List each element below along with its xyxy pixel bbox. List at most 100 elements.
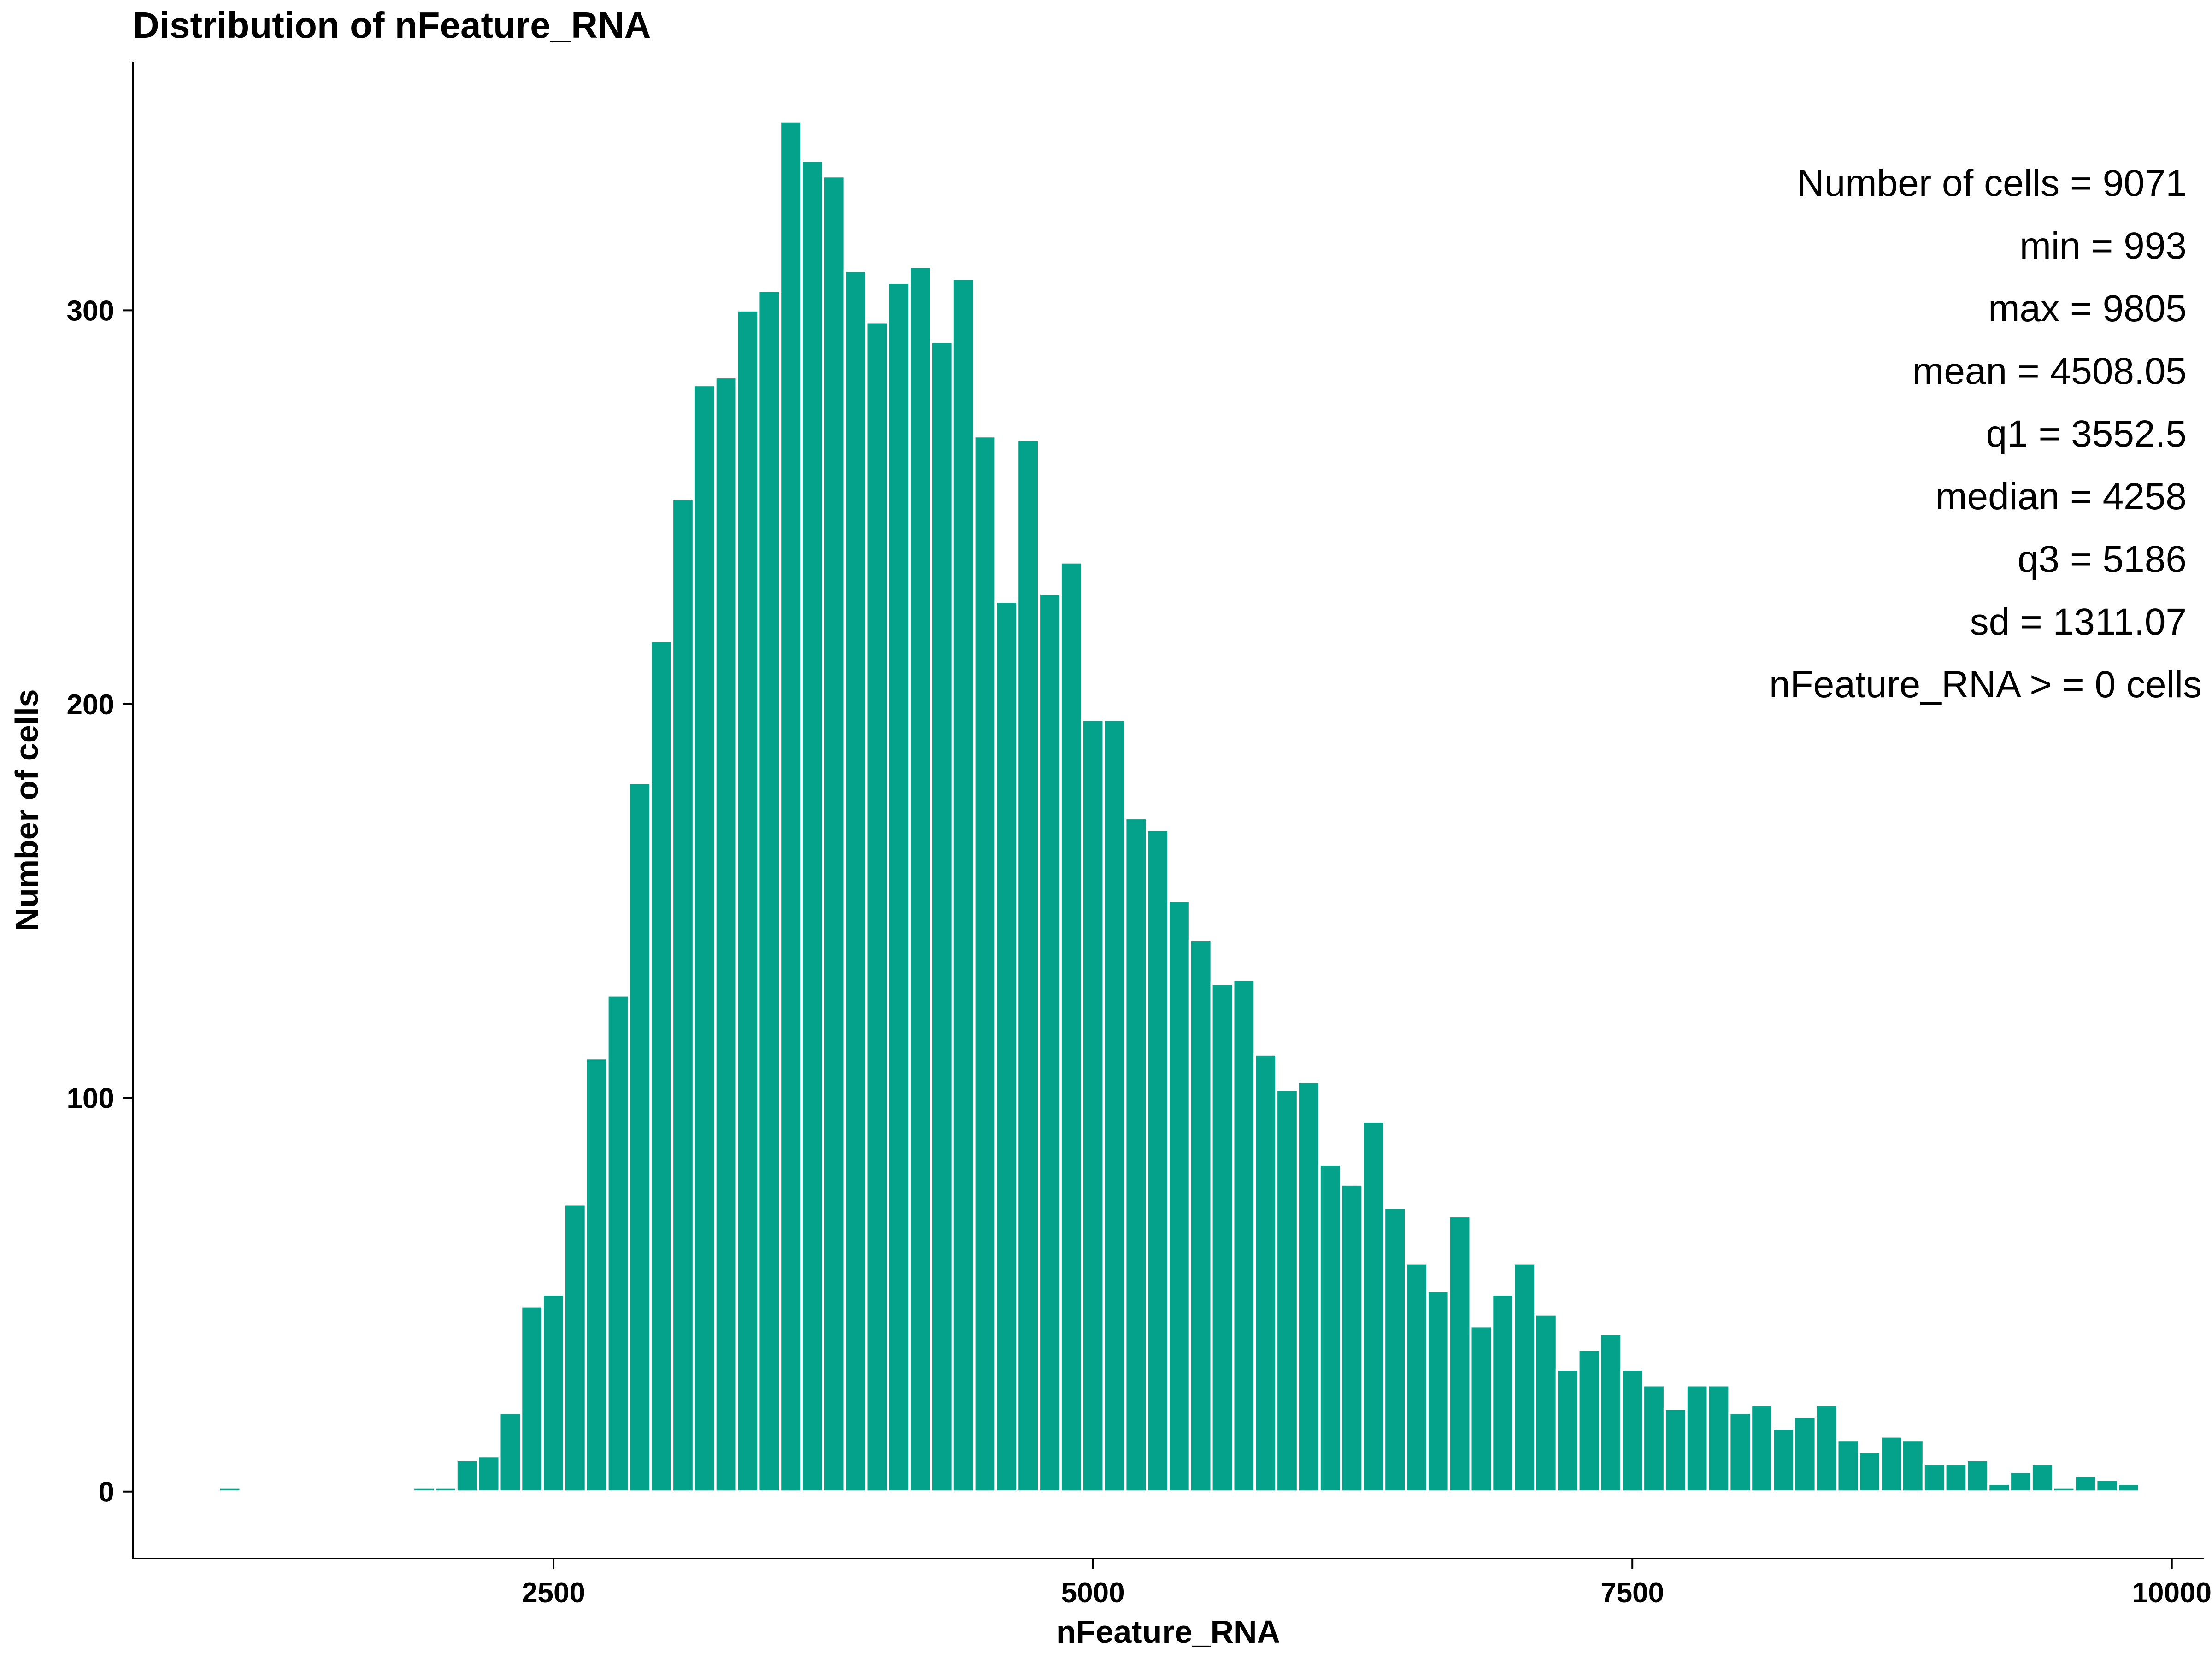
histogram-bar-45 <box>1361 1120 1386 1493</box>
histogram-bar-13 <box>671 498 695 1493</box>
histogram-bar-63 <box>1750 1404 1774 1493</box>
histogram-bar-53 <box>1534 1313 1558 1493</box>
stat-line: median = 4258 <box>1936 476 2187 518</box>
histogram-bar-52 <box>1512 1262 1536 1493</box>
histogram-bar-44 <box>1340 1183 1364 1493</box>
histogram-bar-66 <box>1814 1404 1839 1493</box>
histogram-bar-22 <box>865 321 889 1493</box>
stat-line: mean = 4508.05 <box>1912 350 2187 392</box>
histogram-bar-70 <box>1901 1439 1925 1493</box>
histogram-bar-26 <box>951 277 976 1493</box>
histogram-bar-51 <box>1491 1294 1515 1493</box>
stat-line: nFeature_RNA > = 0 cells <box>1769 664 2202 706</box>
histogram-bar-50 <box>1469 1325 1494 1493</box>
histogram-bar-40 <box>1253 1053 1278 1493</box>
histogram-bar-48 <box>1426 1289 1450 1493</box>
histogram-bar-58 <box>1642 1384 1666 1493</box>
histogram-bar-7 <box>541 1294 565 1493</box>
histogram-bar-19 <box>800 159 824 1493</box>
histogram-bar-37 <box>1188 939 1213 1493</box>
histogram-bar-47 <box>1405 1262 1429 1493</box>
histogram-bar-24 <box>908 265 932 1493</box>
stat-line: min = 993 <box>2020 225 2187 267</box>
histogram-bar-33 <box>1102 718 1127 1493</box>
histogram-bar-17 <box>757 289 782 1493</box>
histogram-bar-10 <box>606 994 630 1493</box>
histogram-bar-75 <box>2009 1471 2033 1493</box>
histogram-bar-77 <box>2052 1486 2076 1493</box>
histogram-bar-20 <box>822 175 846 1493</box>
histogram-bar-78 <box>2073 1475 2098 1493</box>
histogram-bar-34 <box>1124 817 1148 1493</box>
histogram-bar-8 <box>563 1203 587 1493</box>
histogram-bar-46 <box>1383 1207 1407 1493</box>
histogram-bar-25 <box>930 341 954 1493</box>
bars-group <box>218 120 2141 1493</box>
histogram-bar-36 <box>1167 900 1191 1493</box>
y-axis-ticks: 0 100 200 300 <box>67 295 133 1508</box>
histogram-bar-14 <box>692 384 717 1493</box>
stat-line: q1 = 3552.5 <box>1986 413 2187 455</box>
histogram-bar-27 <box>973 435 997 1493</box>
histogram-bar-1 <box>412 1486 436 1493</box>
histogram-bar-9 <box>584 1057 609 1493</box>
histogram-bar-35 <box>1146 829 1170 1493</box>
histogram-bar-16 <box>735 309 760 1493</box>
histogram-bar-79 <box>2095 1478 2119 1493</box>
summary-stats: Number of cells = 9071 min = 993 max = 980… <box>1769 162 2202 706</box>
stat-line: max = 9805 <box>1988 288 2187 329</box>
histogram-bar-5 <box>498 1412 523 1493</box>
histogram-bar-72 <box>1944 1463 1968 1493</box>
histogram-bar-67 <box>1836 1439 1860 1493</box>
histogram-bar-73 <box>1965 1459 1990 1493</box>
histogram-bar-61 <box>1706 1384 1731 1493</box>
histogram-bar-71 <box>1922 1463 1947 1493</box>
histogram-bar-31 <box>1059 561 1083 1493</box>
chart-title: Distribution of nFeature_RNA <box>133 5 651 46</box>
histogram-bar-49 <box>1447 1215 1472 1493</box>
x-axis-ticks: 2500 5000 7500 10000 <box>522 1559 2212 1609</box>
histogram-bar-57 <box>1620 1368 1645 1493</box>
histogram-bar-59 <box>1663 1407 1688 1493</box>
histogram-bar-39 <box>1232 978 1256 1493</box>
histogram-bar-0 <box>218 1486 242 1493</box>
x-tick-label: 10000 <box>2132 1577 2212 1609</box>
histogram-bar-30 <box>1038 593 1062 1493</box>
x-axis-title: nFeature_RNA <box>1056 1614 1280 1650</box>
histogram-bar-3 <box>455 1459 479 1493</box>
histogram-bar-32 <box>1081 718 1105 1493</box>
x-tick-label: 2500 <box>522 1577 585 1609</box>
y-tick-label: 0 <box>99 1477 114 1508</box>
histogram-bar-55 <box>1577 1348 1601 1493</box>
histogram-bar-54 <box>1555 1368 1580 1493</box>
histogram-bar-21 <box>843 270 868 1493</box>
histogram-bar-23 <box>887 282 911 1493</box>
histogram-bar-56 <box>1599 1333 1623 1493</box>
histogram-bar-28 <box>994 600 1019 1493</box>
y-tick-label: 200 <box>67 689 114 721</box>
histogram-bar-64 <box>1771 1427 1795 1493</box>
histogram-bar-6 <box>520 1305 544 1493</box>
histogram-bar-65 <box>1793 1415 1817 1493</box>
histogram-bar-60 <box>1685 1384 1709 1493</box>
histogram-bar-42 <box>1296 1081 1321 1493</box>
histogram-bar-38 <box>1210 982 1235 1493</box>
stat-line: Number of cells = 9071 <box>1797 162 2187 204</box>
histogram-bar-12 <box>649 640 674 1493</box>
histogram-bar-68 <box>1858 1451 1882 1493</box>
histogram-bar-29 <box>1016 439 1040 1493</box>
x-tick-label: 5000 <box>1061 1577 1125 1609</box>
stat-line: sd = 1311.07 <box>1970 601 2187 643</box>
histogram-bar-62 <box>1728 1412 1753 1493</box>
histogram-bar-41 <box>1275 1088 1299 1493</box>
histogram-bar-4 <box>477 1455 501 1493</box>
histogram-bar-69 <box>1879 1435 1903 1493</box>
histogram-bar-74 <box>1987 1483 2012 1493</box>
histogram-bar-76 <box>2030 1463 2054 1493</box>
y-tick-label: 100 <box>67 1082 114 1114</box>
y-tick-label: 300 <box>67 295 114 327</box>
histogram-bar-43 <box>1318 1164 1342 1493</box>
histogram-bar-11 <box>628 782 652 1493</box>
histogram-bar-2 <box>434 1486 458 1493</box>
